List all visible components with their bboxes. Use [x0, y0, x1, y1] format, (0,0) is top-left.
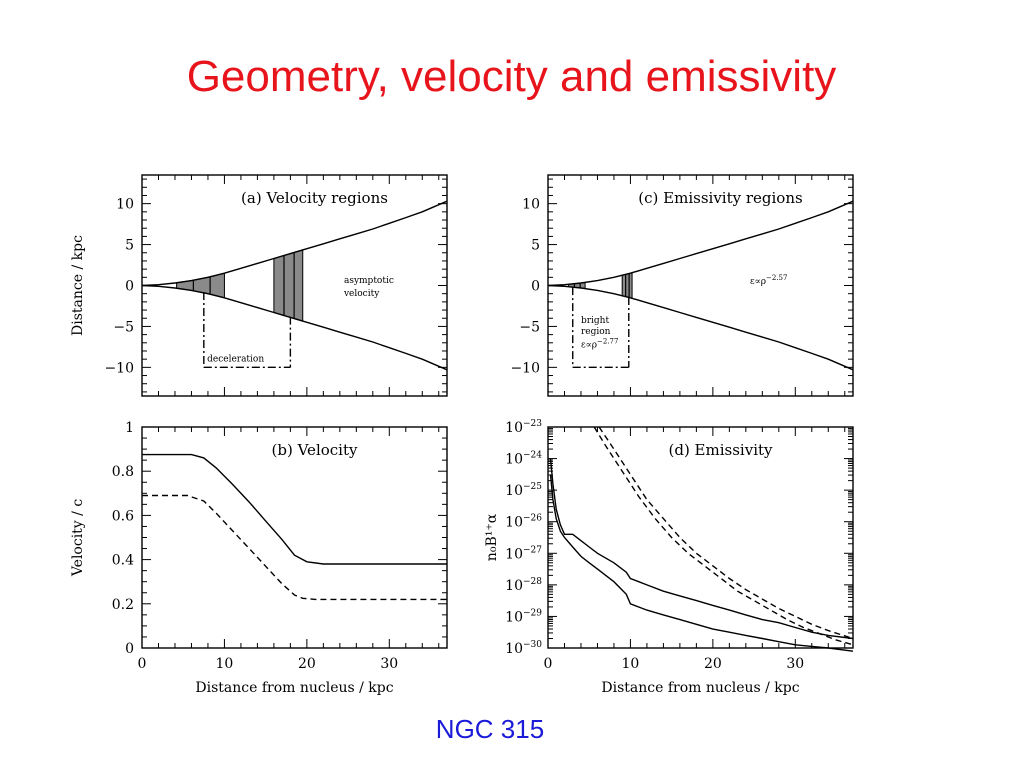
- y-tick-label: 0: [125, 279, 134, 295]
- panel-d: 0 10 20 30 10−30 10−29 10−28 10−27 10−26 10−25 10−…: [484, 419, 854, 696]
- y-tick-label: 5: [125, 238, 134, 254]
- y-tick-label: −10: [104, 360, 134, 376]
- panel-frame: [547, 426, 854, 649]
- series-line-1: [142, 453, 447, 565]
- panel-a: deceleration asymptotic velocity −10 −5 0 5 10 (…: [70, 174, 448, 397]
- y-tick-label: 0.2: [112, 597, 134, 613]
- shaded-band: [273, 249, 304, 322]
- y-tick-label: 0: [125, 641, 134, 657]
- y-tick-label: 10−25: [505, 482, 542, 499]
- panel-frame: [547, 174, 854, 397]
- panel-b: 0 10 20 30 0 0.2 0.4 0.6 0.8 1 (b) Velocity Distanc…: [70, 420, 448, 696]
- y-tick-label: 0.4: [112, 553, 134, 569]
- x-tick-label: 20: [704, 656, 722, 672]
- y-tick-label: 1: [125, 420, 134, 436]
- series-line-1: [141, 200, 448, 287]
- x-tick-label: 30: [380, 656, 398, 672]
- y-tick-label: 10: [116, 197, 134, 213]
- shaded-band: [176, 272, 225, 299]
- annotation: asymptotic: [344, 276, 394, 286]
- y-tick-label: −5: [519, 319, 540, 335]
- series-line-2: [142, 494, 447, 601]
- series-line-1: [549, 458, 854, 640]
- annotation: region: [581, 327, 611, 337]
- x-axis-label: Distance from nucleus / kpc: [601, 680, 799, 696]
- series-line-3: [593, 426, 854, 646]
- annotation: velocity: [343, 289, 380, 299]
- x-axis-label: Distance from nucleus / kpc: [195, 680, 393, 696]
- panel-title: (a) Velocity regions: [241, 189, 388, 207]
- y-tick-label: 10−26: [505, 514, 542, 531]
- y-axis-label: Distance / kpc: [70, 235, 86, 336]
- y-axis-label: n₀B¹⁺α: [484, 513, 500, 561]
- y-tick-label: 0.6: [112, 508, 134, 524]
- x-tick-label: 0: [138, 656, 147, 672]
- annotation: bright: [581, 316, 609, 326]
- panel-frame: [141, 426, 448, 649]
- y-tick-label: 10−23: [505, 419, 542, 436]
- annotation: ε∝ρ−2.77: [581, 338, 619, 351]
- y-tick-label: 0: [531, 279, 540, 295]
- y-axis-label: Velocity / c: [70, 499, 86, 577]
- slide-caption: NGC 315: [435, 714, 545, 744]
- panel-title: (c) Emissivity regions: [638, 189, 802, 207]
- y-tick-label: 10−27: [505, 545, 542, 562]
- series-line-4: [598, 426, 854, 640]
- x-tick-label: 30: [786, 656, 804, 672]
- y-tick-label: 10−24: [505, 451, 542, 468]
- y-tick-label: 10−28: [505, 577, 542, 594]
- panel-title: (b) Velocity: [272, 441, 358, 459]
- y-tick-label: −5: [113, 319, 134, 335]
- panel-title: (d) Emissivity: [668, 441, 773, 459]
- slide-title: Geometry, velocity and emissivity: [186, 52, 837, 101]
- series-line-2: [549, 474, 854, 652]
- annotation: ε∝ρ−2.57: [750, 274, 788, 287]
- series-line-2: [547, 284, 854, 371]
- y-tick-label: 10−29: [505, 608, 542, 625]
- series-line-1: [547, 200, 854, 287]
- y-tick-label: 10: [522, 197, 540, 213]
- y-tick-label: 10−30: [505, 640, 542, 657]
- shaded-band: [621, 272, 633, 299]
- x-tick-label: 10: [216, 656, 234, 672]
- annotation: deceleration: [207, 355, 264, 365]
- y-tick-label: −10: [510, 360, 540, 376]
- x-tick-label: 20: [298, 656, 316, 672]
- y-tick-label: 5: [531, 238, 540, 254]
- y-tick-label: 0.8: [112, 464, 134, 480]
- x-tick-label: 10: [622, 656, 640, 672]
- x-tick-label: 0: [544, 656, 553, 672]
